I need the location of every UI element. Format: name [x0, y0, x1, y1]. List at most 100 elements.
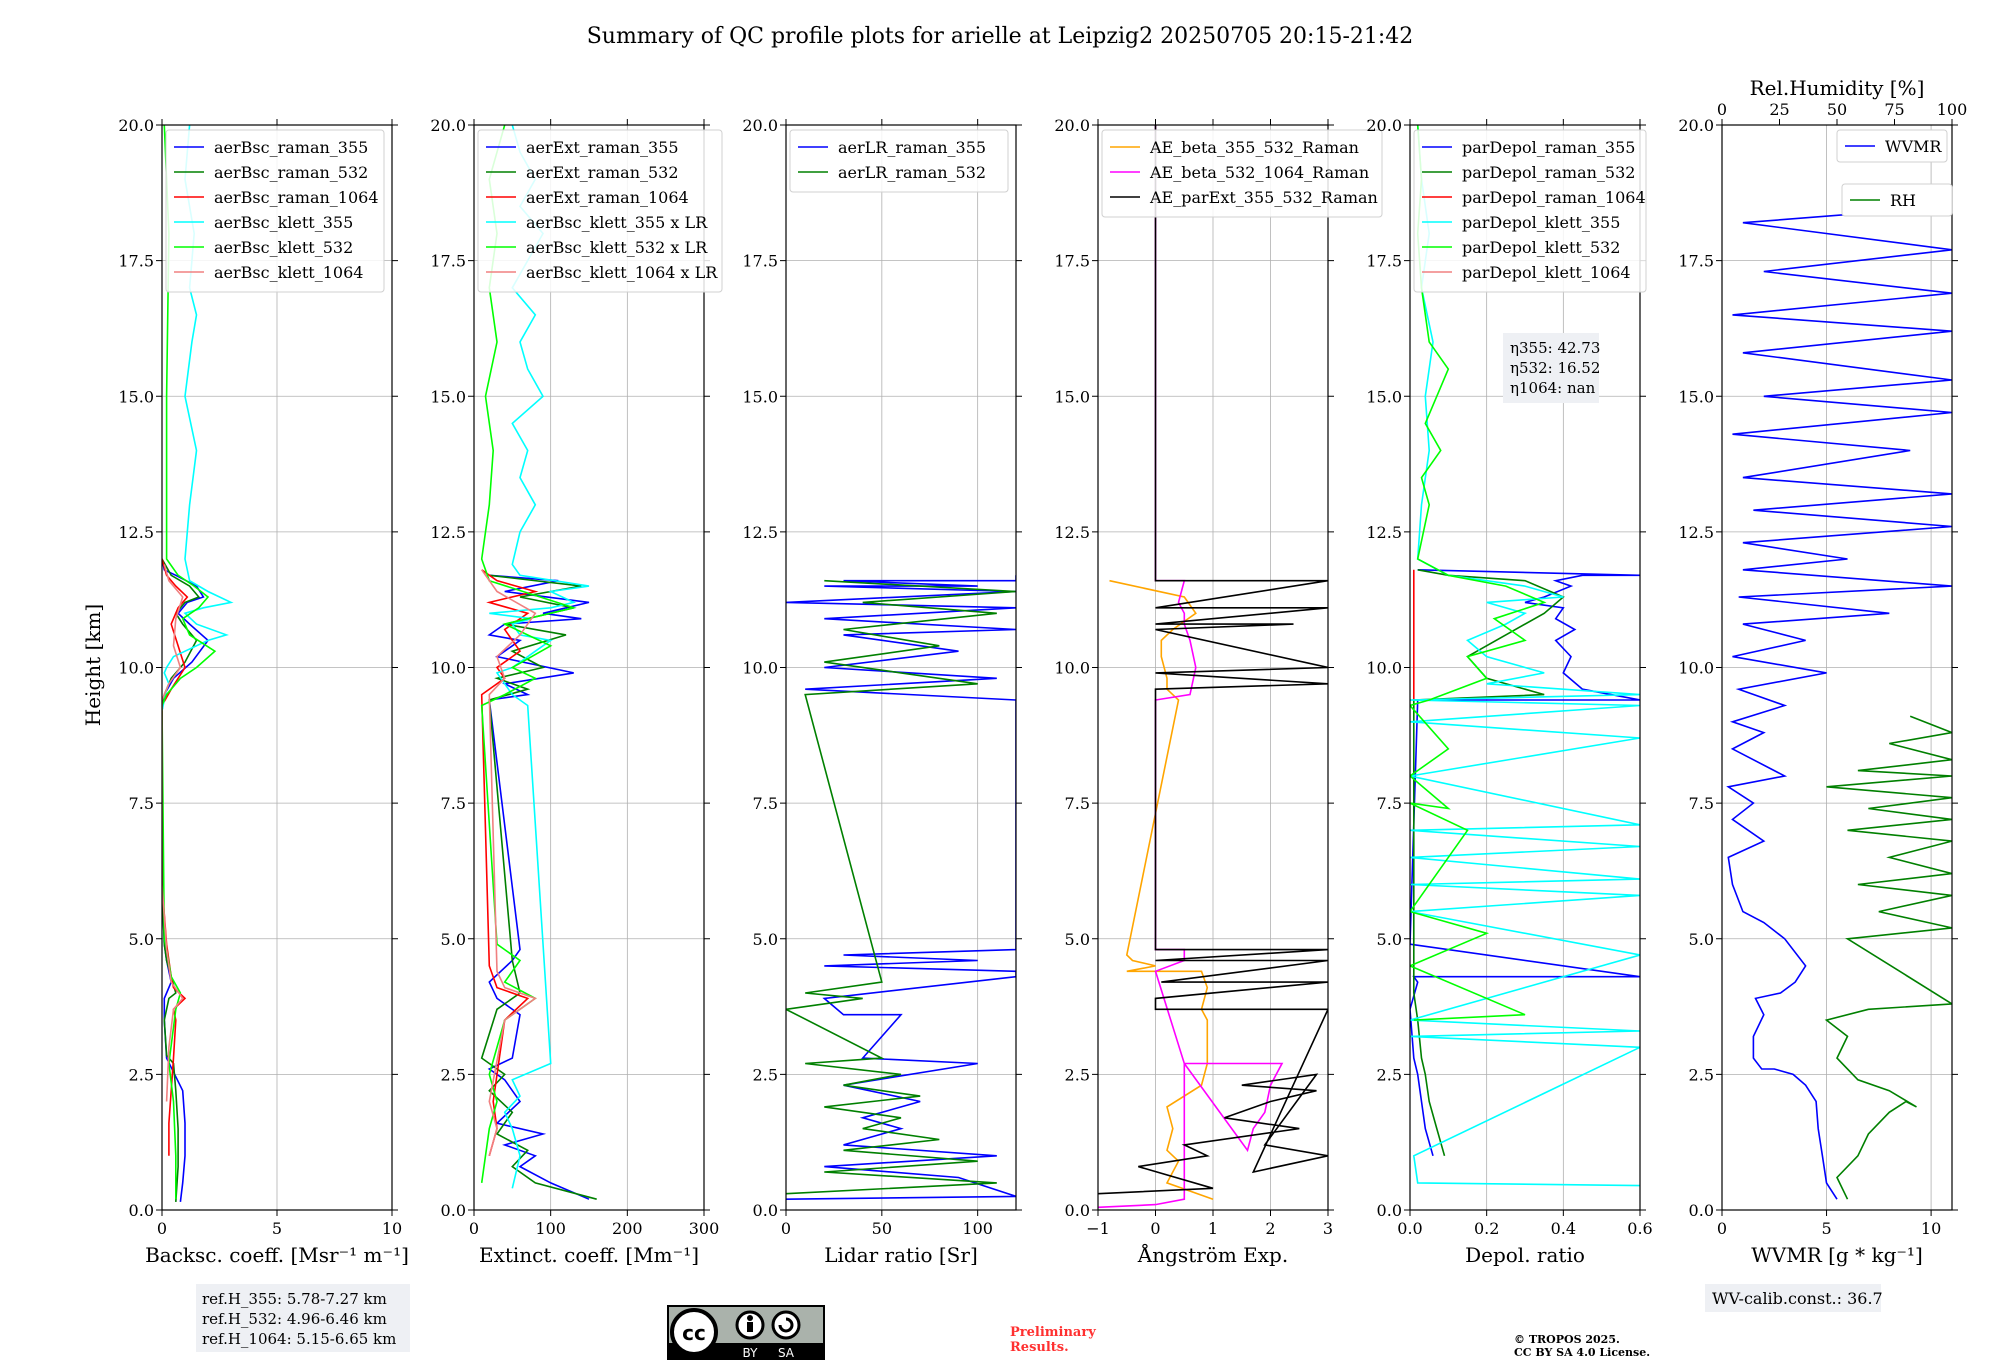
y-tick-label: 2.5 [1377, 1065, 1402, 1084]
legend-label-AE_parExt_355_532_Raman: AE_parExt_355_532_Raman [1149, 188, 1378, 207]
top-x-tick-label: 75 [1884, 100, 1904, 119]
wv-calib-box [1705, 1284, 1881, 1312]
y-tick-label: 0.0 [1377, 1201, 1402, 1220]
y-tick-label: 5.0 [129, 930, 154, 949]
legend-label-parDepol_klett_532: parDepol_klett_532 [1462, 238, 1620, 257]
legend: aerLR_raman_355 aerLR_raman_532 [789, 129, 1009, 193]
panel-5: 0.0 0.2 0.4 0.6 0.0 2.5 5.0 7.5 10.0 12.5 15.0 17.5… [1366, 116, 1652, 1267]
y-tick-label: 12.5 [1054, 523, 1090, 542]
y-tick-label: 17.5 [1678, 252, 1714, 271]
y-tick-label: 17.5 [742, 252, 778, 271]
ref-height-box-bg [196, 1284, 410, 1352]
ref-height-355: ref.H_355: 5.78-7.27 km [202, 1290, 387, 1308]
y-tick-label: 12.5 [1678, 523, 1714, 542]
preliminary-label: Preliminary [1010, 1325, 1096, 1340]
series-line-WVMR [1726, 205, 1952, 1200]
eta-annotation: η1064: nan [1510, 379, 1596, 397]
x-tick-label: 0 [781, 1219, 791, 1238]
by-icon-head [747, 1315, 753, 1321]
ref-height-box: ref.H_355: 5.78-7.27 km ref.H_532: 4.96-… [196, 1284, 410, 1352]
legend-label-aerLR_raman_355: aerLR_raman_355 [838, 138, 986, 157]
x-tick-label: 0.0 [1397, 1219, 1422, 1238]
y-tick-label: 0.0 [129, 1201, 154, 1220]
x-tick-label: 0.6 [1627, 1219, 1652, 1238]
y-tick-label: 7.5 [753, 794, 778, 813]
x-tick-label: 0 [1717, 1219, 1727, 1238]
eta-annotation: η355: 42.73 [1510, 339, 1600, 357]
panel-3: 0 50 100 0.0 2.5 5.0 7.5 10.0 12.5 15.0 17.5 20.0 Li… [742, 116, 1022, 1267]
legend-label-aerBsc_raman_1064: aerBsc_raman_1064 [214, 188, 379, 207]
series-line-aerBsc_klett_1064 x LR [481, 569, 538, 1157]
ref-height-532: ref.H_532: 4.96-6.46 km [202, 1310, 387, 1328]
y-tick-label: 15.0 [1366, 387, 1402, 406]
series-line-aerBsc_klett_1064 [162, 564, 184, 1102]
cc-icon [670, 1308, 718, 1356]
x-tick-label: 0 [469, 1219, 479, 1238]
legend-box [1101, 129, 1383, 218]
y-tick-label: 15.0 [742, 387, 778, 406]
y-tick-label: 7.5 [1377, 794, 1402, 813]
legend-label-aerBsc_klett_1064: aerBsc_klett_1064 [214, 263, 363, 282]
series-line-AE_parExt_355_532_Raman [1098, 125, 1328, 1195]
cc-icon-label: cc [682, 1321, 706, 1345]
x-axis-label: Backsc. coeff. [Msr⁻¹ m⁻¹] [145, 1243, 409, 1267]
y-tick-label: 20.0 [118, 116, 154, 135]
y-tick-label: 10.0 [1366, 659, 1402, 678]
y-tick-label: 10.0 [1678, 659, 1714, 678]
top-x-tick-label: 25 [1769, 100, 1789, 119]
x-axis-label: Extinct. coeff. [Mm⁻¹] [479, 1243, 699, 1267]
series-line-aerLR_raman_355 [786, 575, 1016, 1200]
x-axis-label: Ångström Exp. [1137, 1242, 1288, 1267]
legend: aerBsc_raman_355 aerBsc_raman_532 aerBsc_r… [165, 129, 385, 293]
panel-6: 0 5 10 0.0 2.5 5.0 7.5 10.0 12.5 15.0 17.5 20.0 WVMR… [1678, 76, 1967, 1312]
y-tick-label: 12.5 [430, 523, 466, 542]
wv-calib-label: WV-calib.const.: 36.7 [1712, 1289, 1883, 1308]
y-tick-label: 20.0 [1678, 116, 1714, 135]
y-tick-label: 2.5 [129, 1065, 154, 1084]
y-tick-label: 2.5 [753, 1065, 778, 1084]
y-axis-label: Height [km] [81, 604, 105, 726]
x-axis-label: Lidar ratio [Sr] [824, 1243, 978, 1267]
y-tick-label: 2.5 [1065, 1065, 1090, 1084]
x-tick-label: 1 [1208, 1219, 1218, 1238]
y-tick-label: 15.0 [118, 387, 154, 406]
legend-label-aerExt_raman_532: aerExt_raman_532 [526, 163, 679, 182]
legend-label-AE_beta_532_1064_Raman: AE_beta_532_1064_Raman [1149, 163, 1369, 182]
legend-label-parDepol_raman_1064: parDepol_raman_1064 [1462, 188, 1646, 207]
eta-box [1503, 333, 1599, 403]
legend-box [165, 129, 385, 293]
x-axis-label: Depol. ratio [1465, 1243, 1585, 1267]
y-tick-label: 7.5 [441, 794, 466, 813]
legend-label-aerBsc_klett_1064 x LR: aerBsc_klett_1064 x LR [526, 263, 718, 282]
y-tick-label: 0.0 [753, 1201, 778, 1220]
y-tick-label: 12.5 [1366, 523, 1402, 542]
panel-1: 0 5 10 0.0 2.5 5.0 7.5 10.0 12.5 15.0 17.5 20.0 Back… [118, 116, 409, 1267]
cc-by-sa-badge: cc BY SA [667, 1305, 825, 1360]
y-tick-label: 7.5 [129, 794, 154, 813]
legend: aerExt_raman_355 aerExt_raman_532 aerExt_r… [477, 129, 723, 293]
y-tick-label: 20.0 [1366, 116, 1402, 135]
legend-label-aerBsc_klett_355 x LR: aerBsc_klett_355 x LR [526, 213, 708, 232]
y-tick-label: 5.0 [1377, 930, 1402, 949]
series-line-aerBsc_raman_355 [162, 558, 210, 1202]
series-line-aerBsc_raman_532 [162, 558, 201, 1202]
panel-4: −1 0 1 2 3 0.0 2.5 5.0 7.5 10.0 12.5 15.0 17.5 20.0 Ån… [1054, 116, 1383, 1267]
y-tick-label: 10.0 [742, 659, 778, 678]
top-x-tick-label: 50 [1827, 100, 1847, 119]
y-tick-label: 17.5 [430, 252, 466, 271]
series-line-aerLR_raman_532 [786, 579, 1016, 1195]
x-tick-label: 0 [157, 1219, 167, 1238]
top-x-tick-label: 0 [1717, 100, 1727, 119]
x-tick-label: 300 [689, 1219, 720, 1238]
sa-icon [771, 1310, 801, 1340]
y-tick-label: 10.0 [1054, 659, 1090, 678]
series-line-parDepol_raman_355 [1410, 569, 1640, 1157]
figure-title: Summary of QC profile plots for arielle … [587, 24, 1414, 49]
panels: 0 5 100.02.55.07.510.012.515.017.520.0Back… [118, 76, 1967, 1312]
legend-label-parDepol_raman_355: parDepol_raman_355 [1462, 138, 1635, 157]
x-tick-label: 10 [1921, 1219, 1941, 1238]
y-tick-label: 0.0 [441, 1201, 466, 1220]
legend: WVMR RH [1836, 129, 1953, 217]
y-tick-label: 15.0 [430, 387, 466, 406]
x-tick-label: 5 [1821, 1219, 1831, 1238]
